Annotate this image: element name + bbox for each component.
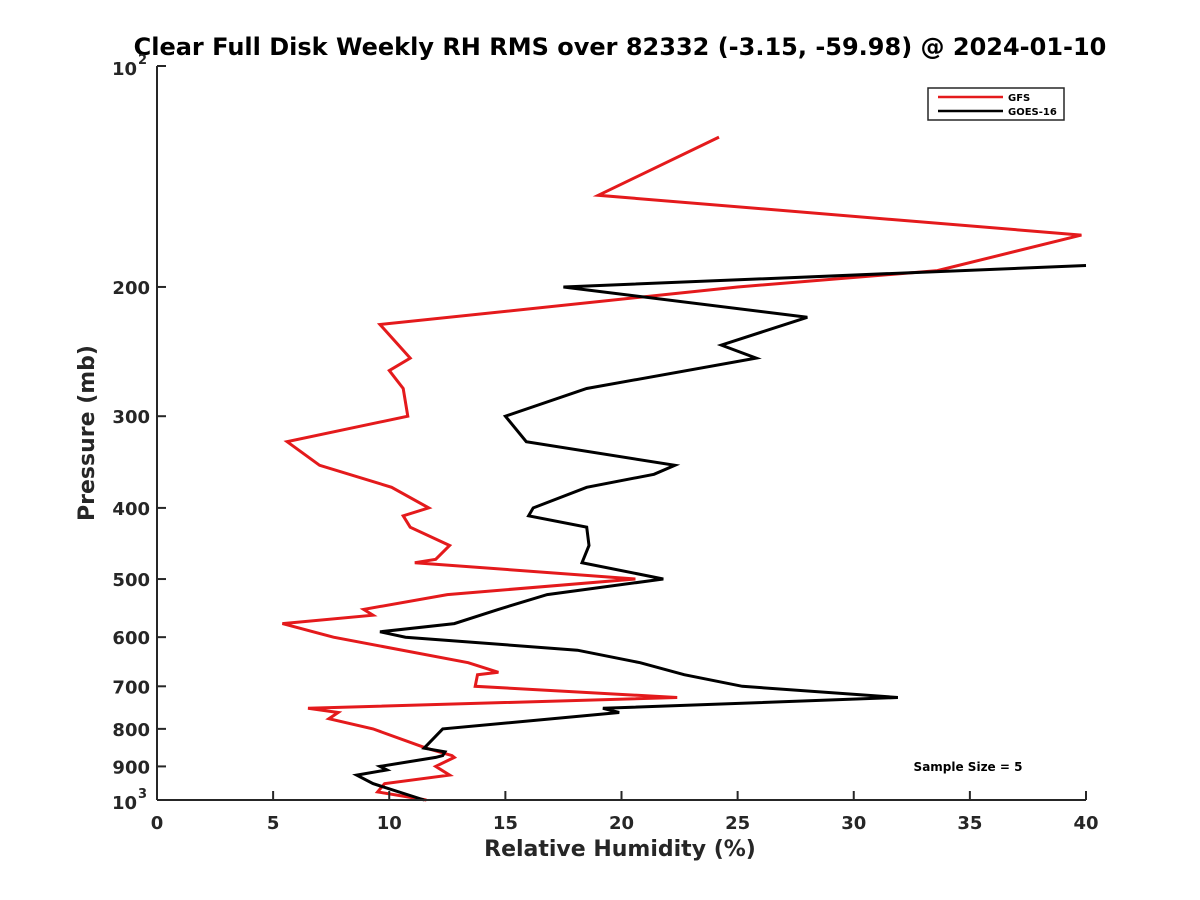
y-tick-label: 300: [112, 407, 150, 428]
x-tick-label: 15: [493, 813, 518, 834]
x-tick-label: 30: [841, 813, 866, 834]
y-tick-label: 200: [112, 278, 150, 299]
x-tick-label: 40: [1073, 813, 1098, 834]
y-tick-exponent: 3: [138, 787, 147, 802]
x-tick-label: 35: [957, 813, 982, 834]
legend: GFS GOES-16: [927, 87, 1065, 121]
x-tick-label: 5: [267, 813, 280, 834]
y-tick-label: 10: [112, 59, 137, 80]
y-axis-label: Pressure (mb): [75, 345, 100, 521]
y-tick-label: 10: [112, 793, 137, 814]
x-tick-label: 10: [377, 813, 402, 834]
series-layer: [282, 135, 1087, 802]
y-tick-label: 900: [112, 757, 150, 778]
x-tick-label: 25: [725, 813, 750, 834]
chart-title: Clear Full Disk Weekly RH RMS over 82332…: [134, 33, 1107, 61]
sample-size-annotation: Sample Size = 5: [914, 760, 1023, 774]
x-tick-label: 20: [609, 813, 634, 834]
series-line-goes-16: [352, 264, 1087, 802]
y-tick-label: 600: [112, 628, 150, 649]
legend-entry-label: GOES-16: [1008, 107, 1057, 118]
legend-box: [927, 87, 1065, 121]
y-tick-label: 500: [112, 570, 150, 591]
x-tick-label: 0: [151, 813, 164, 834]
legend-entry-label: GFS: [1008, 93, 1030, 104]
y-tick-exponent: 2: [138, 53, 147, 68]
x-axis-label: Relative Humidity (%): [484, 837, 756, 862]
y-tick-label: 400: [112, 499, 150, 520]
y-tick-label: 800: [112, 720, 150, 741]
y-tick-label: 700: [112, 677, 150, 698]
